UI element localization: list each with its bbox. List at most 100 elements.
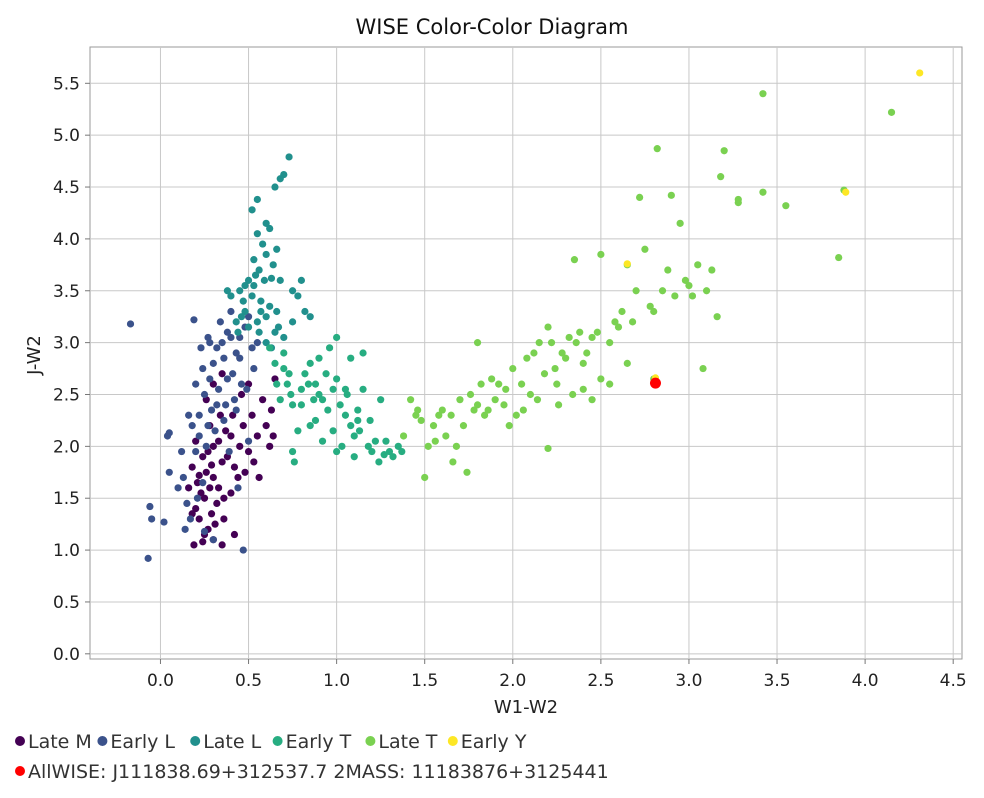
data-point xyxy=(466,390,475,399)
data-point xyxy=(262,339,270,347)
data-point xyxy=(227,489,235,497)
data-point xyxy=(237,380,246,388)
data-point xyxy=(565,333,573,342)
data-point xyxy=(759,90,767,98)
data-point xyxy=(218,541,226,549)
data-point xyxy=(222,401,230,409)
data-point xyxy=(355,427,364,435)
data-point xyxy=(266,302,274,310)
data-point xyxy=(614,323,623,331)
data-point xyxy=(244,313,253,321)
data-point xyxy=(257,307,265,316)
data-point xyxy=(216,318,224,326)
data-point xyxy=(267,406,276,414)
data-point xyxy=(628,318,637,326)
data-point xyxy=(364,442,372,450)
data-point xyxy=(192,447,200,456)
data-point xyxy=(192,380,200,388)
legend-item: Late M xyxy=(15,731,92,753)
data-point xyxy=(237,390,246,399)
data-point xyxy=(502,385,510,393)
data-point xyxy=(311,380,320,388)
x-tick-label: 2.5 xyxy=(587,671,614,691)
data-point xyxy=(297,401,305,409)
data-point xyxy=(685,281,693,290)
data-point xyxy=(126,320,135,328)
legend-label: Early Y xyxy=(461,731,527,753)
data-point xyxy=(267,274,276,282)
data-point xyxy=(526,390,535,399)
data-point xyxy=(248,292,256,300)
legend-label: Early T xyxy=(286,731,352,753)
data-point xyxy=(273,380,281,388)
y-tick-label: 4.0 xyxy=(53,230,80,250)
data-point xyxy=(269,432,277,440)
data-point xyxy=(186,515,195,523)
data-point xyxy=(366,416,374,425)
y-tick-label: 2.0 xyxy=(53,437,80,457)
y-axis-title: J-W2 xyxy=(24,335,45,376)
data-point xyxy=(227,307,235,316)
data-point xyxy=(234,473,242,482)
data-point xyxy=(347,422,355,430)
data-point xyxy=(214,484,223,492)
data-point xyxy=(324,406,332,414)
data-point xyxy=(389,453,397,461)
data-point xyxy=(484,406,492,414)
data-point xyxy=(301,370,309,378)
series-late-m xyxy=(185,370,279,549)
data-point xyxy=(477,380,485,388)
data-point xyxy=(336,401,344,409)
legend-label: AllWISE: J111838.69+312537.7 2MASS: 1118… xyxy=(28,761,609,783)
data-point xyxy=(241,281,249,290)
data-point xyxy=(227,432,235,440)
data-point xyxy=(276,396,284,404)
data-point xyxy=(671,292,679,300)
y-tick-label: 3.0 xyxy=(53,334,80,354)
target-point xyxy=(649,377,661,389)
legend-item: Late L xyxy=(190,731,262,753)
data-point xyxy=(285,153,293,161)
data-point xyxy=(262,422,270,430)
data-point xyxy=(266,224,274,233)
data-point xyxy=(188,422,196,430)
data-point xyxy=(442,432,450,440)
series-early-y xyxy=(623,69,924,382)
data-point xyxy=(535,339,543,347)
data-point xyxy=(255,328,263,336)
data-point xyxy=(315,390,323,399)
data-point xyxy=(202,468,210,476)
data-point xyxy=(288,318,297,326)
data-point xyxy=(290,458,298,466)
data-point xyxy=(146,502,154,511)
series-late-l xyxy=(223,153,314,352)
data-point xyxy=(681,276,690,284)
data-point xyxy=(227,333,235,342)
y-tick-label: 0.0 xyxy=(53,645,80,665)
data-point xyxy=(280,349,288,357)
data-point xyxy=(273,245,281,253)
data-point xyxy=(276,175,284,183)
data-point xyxy=(232,349,240,357)
y-tick-label: 5.0 xyxy=(53,126,80,146)
data-point xyxy=(488,375,496,383)
data-point xyxy=(230,530,239,539)
target-layer xyxy=(649,377,661,389)
data-point xyxy=(720,147,728,155)
data-point xyxy=(287,390,295,399)
data-point xyxy=(239,546,247,554)
data-point xyxy=(260,276,268,284)
data-point xyxy=(195,411,203,419)
data-point xyxy=(435,411,443,419)
data-point xyxy=(216,411,224,419)
data-point xyxy=(250,458,258,466)
data-point xyxy=(244,276,253,284)
data-point xyxy=(658,287,667,295)
data-point xyxy=(470,406,478,414)
data-point xyxy=(424,442,432,450)
data-point xyxy=(653,145,661,153)
data-point xyxy=(414,406,422,414)
data-point xyxy=(183,499,191,508)
data-point xyxy=(569,390,577,399)
data-point xyxy=(597,250,605,259)
